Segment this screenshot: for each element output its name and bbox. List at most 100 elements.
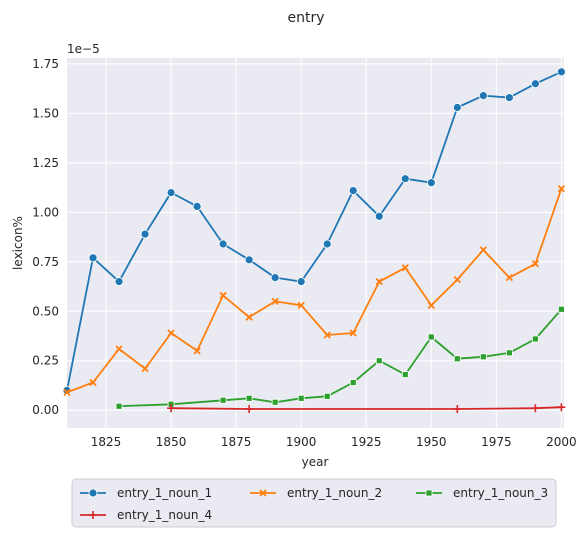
series-layer (62, 67, 566, 414)
y-tick-label: 0.00 (32, 403, 59, 417)
data-point (296, 277, 306, 286)
series-entry_1_noun_4 (167, 403, 566, 414)
data-point (271, 398, 279, 406)
data-point (297, 394, 305, 402)
plot-area (67, 58, 564, 428)
data-point (530, 79, 540, 89)
data-point (375, 357, 383, 365)
x-tick-label: 1825 (91, 435, 122, 449)
data-point (479, 353, 487, 361)
data-point (89, 378, 97, 387)
data-point (167, 404, 176, 413)
grid-lines (67, 58, 564, 428)
data-point (167, 329, 175, 337)
data-point (374, 211, 384, 221)
y-tick-label: 1.50 (32, 106, 59, 120)
data-point (556, 67, 566, 77)
data-point (140, 229, 150, 239)
x-tick-label: 1875 (221, 435, 252, 449)
y-tick-label: 0.50 (32, 304, 59, 318)
data-point (219, 291, 227, 300)
data-point (63, 388, 71, 397)
chart-title: entry (287, 10, 324, 26)
y-tick-label: 0.25 (32, 354, 59, 368)
data-point (297, 301, 305, 309)
y-axis-label: lexicon% (11, 216, 25, 270)
x-tick-labels: 1825 1850 1875 1900 1925 1950 1975 2000 (91, 435, 577, 449)
data-point (401, 371, 409, 378)
data-point (114, 277, 124, 286)
data-point (557, 403, 566, 412)
data-point (453, 275, 461, 284)
data-point (219, 396, 227, 404)
data-point (479, 246, 487, 254)
data-point (531, 260, 540, 268)
data-point (425, 489, 433, 497)
x-tick-label: 1975 (481, 435, 512, 449)
y-tick-label: 1.00 (32, 205, 59, 219)
data-point (349, 379, 357, 386)
legend-label: entry_1_noun_2 (287, 486, 382, 500)
data-point (400, 174, 410, 184)
data-point (270, 273, 280, 283)
series-entry_1_noun_1 (62, 67, 566, 395)
data-point (349, 329, 357, 337)
data-point (245, 313, 253, 321)
y-tick-label: 0.75 (32, 255, 59, 269)
data-point (557, 305, 565, 313)
data-point (115, 345, 123, 353)
data-point (427, 301, 435, 309)
y-tick-labels: 0.00 0.25 0.50 0.75 1.00 1.25 1.50 1.75 (32, 57, 59, 417)
data-point (531, 404, 540, 413)
x-tick-label: 1850 (156, 435, 187, 449)
data-point (557, 184, 566, 193)
data-point (192, 201, 202, 211)
x-tick-label: 1950 (416, 435, 447, 449)
data-point (323, 331, 331, 339)
legend-label: entry_1_noun_1 (117, 486, 212, 500)
y-tick-label: 1.75 (32, 57, 59, 71)
legend-item: entry_1_noun_3 (416, 486, 548, 500)
data-point (505, 273, 513, 282)
data-point (531, 335, 539, 343)
data-point (453, 355, 461, 363)
x-tick-label: 1925 (351, 435, 382, 449)
data-point (505, 349, 513, 357)
data-point (323, 392, 331, 400)
x-tick-label: 2000 (546, 435, 577, 449)
data-point (259, 489, 267, 497)
x-tick-label: 1900 (286, 435, 317, 449)
legend-label: entry_1_noun_3 (453, 486, 548, 500)
data-point (115, 402, 123, 410)
data-point (141, 365, 149, 373)
data-point (88, 253, 98, 263)
series-line (66, 188, 563, 394)
series-entry_1_noun_3 (115, 305, 565, 410)
data-point (88, 488, 98, 498)
legend-item: entry_1_noun_2 (250, 486, 382, 500)
y-offset-label: 1e−5 (67, 42, 100, 56)
data-point (478, 91, 488, 100)
series-line (66, 71, 562, 391)
legend-item: entry_1_noun_1 (80, 486, 212, 500)
data-point (401, 264, 409, 272)
data-point (426, 178, 436, 188)
data-point (504, 93, 514, 102)
data-point (427, 333, 435, 341)
data-point (245, 405, 254, 414)
data-point (452, 103, 462, 112)
series-entry_1_noun_2 (63, 184, 566, 397)
data-point (218, 239, 228, 249)
series-line (118, 308, 563, 408)
data-point (89, 511, 97, 519)
data-point (193, 347, 201, 355)
data-point (271, 297, 279, 306)
data-point (348, 186, 358, 195)
x-axis-label: year (302, 455, 329, 469)
data-point (245, 394, 253, 402)
legend-item: entry_1_noun_4 (80, 508, 212, 522)
data-point (166, 188, 176, 197)
legend: entry_1_noun_1 entry_1_noun_2 entry_1_noun… (80, 486, 548, 522)
y-tick-label: 1.25 (32, 156, 59, 170)
